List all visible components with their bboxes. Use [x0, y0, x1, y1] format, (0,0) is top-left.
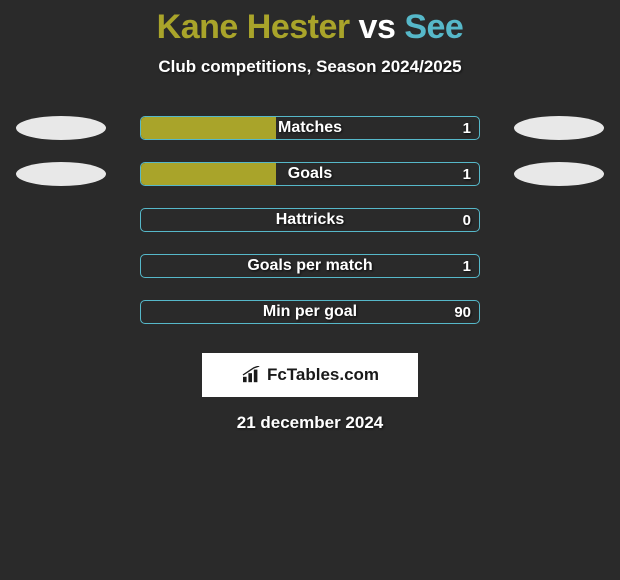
stat-row: Min per goal90	[0, 289, 620, 335]
stats-chart: Matches1Goals1Hattricks0Goals per match1…	[0, 105, 620, 335]
brand-chart-icon	[241, 366, 263, 384]
stat-value-right: 90	[454, 301, 471, 323]
stat-label: Goals per match	[141, 255, 479, 277]
stat-value-right: 1	[463, 163, 471, 185]
right-ellipse	[514, 116, 604, 140]
stat-label: Matches	[141, 117, 479, 139]
stat-bar: Goals1	[140, 162, 480, 186]
player1-name: Kane Hester	[157, 8, 350, 46]
comparison-title: Kane Hester vs See	[0, 0, 620, 47]
stat-bar: Hattricks0	[140, 208, 480, 232]
stat-row: Goals per match1	[0, 243, 620, 289]
stat-value-right: 0	[463, 209, 471, 231]
stat-bar: Goals per match1	[140, 254, 480, 278]
stat-label: Hattricks	[141, 209, 479, 231]
stat-row: Hattricks0	[0, 197, 620, 243]
stat-value-right: 1	[463, 117, 471, 139]
left-ellipse	[16, 116, 106, 140]
date-line: 21 december 2024	[0, 413, 620, 433]
stat-bar: Min per goal90	[140, 300, 480, 324]
stat-bar: Matches1	[140, 116, 480, 140]
left-ellipse	[16, 162, 106, 186]
stat-label: Min per goal	[141, 301, 479, 323]
vs-word: vs	[359, 8, 396, 46]
stat-row: Goals1	[0, 151, 620, 197]
stat-row: Matches1	[0, 105, 620, 151]
stat-label: Goals	[141, 163, 479, 185]
brand-box: FcTables.com	[202, 353, 418, 397]
stat-value-right: 1	[463, 255, 471, 277]
brand-text: FcTables.com	[267, 365, 379, 385]
right-ellipse	[514, 162, 604, 186]
player2-name: See	[404, 8, 463, 46]
subtitle: Club competitions, Season 2024/2025	[0, 57, 620, 77]
